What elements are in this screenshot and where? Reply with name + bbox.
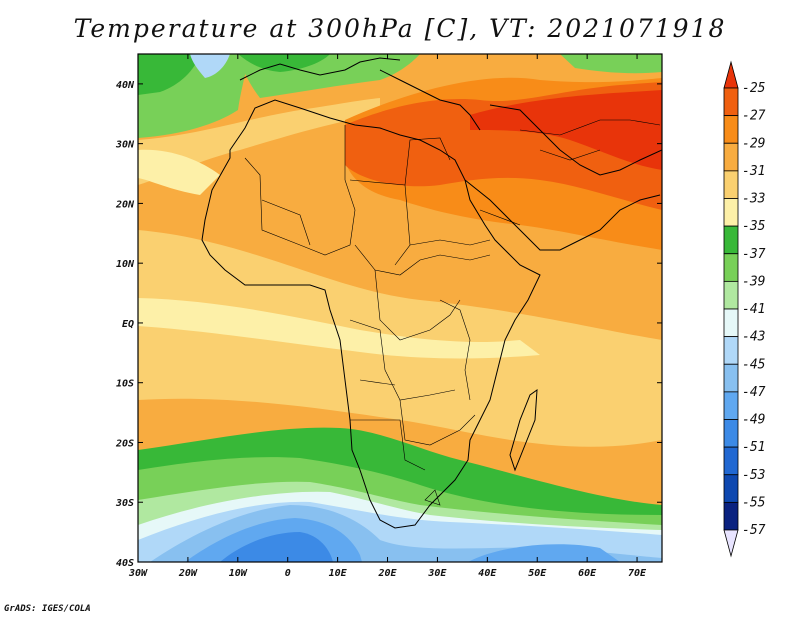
colorbar-segment xyxy=(723,170,739,199)
map-frame xyxy=(137,53,663,563)
colorbar-label: -49 xyxy=(742,413,765,428)
lon-tick-label: 40E xyxy=(478,568,497,579)
lon-tick-label: 30E xyxy=(427,568,447,579)
colorbar: -25 -27 -29 -31 -33 -35 -37 -39 -41 -43 -45 -47 -49 -… xyxy=(723,60,766,558)
colorbar-segment xyxy=(723,501,739,531)
colorbar-label: -29 xyxy=(742,136,765,151)
colorbar-label: -35 xyxy=(742,219,766,234)
lon-tick-label: 20W xyxy=(178,568,198,579)
colorbar-label: -47 xyxy=(742,385,766,400)
colorbar-label: -39 xyxy=(742,274,765,289)
lon-tick-label: 70E xyxy=(628,568,647,579)
coastlines xyxy=(201,57,662,529)
colorbar-segment xyxy=(723,474,739,503)
colorbar-segment xyxy=(723,308,739,338)
colorbar-label: -55 xyxy=(742,495,766,510)
lon-tick-label: 30W xyxy=(128,568,148,579)
colorbar-segment xyxy=(723,280,739,310)
colorbar-bottom-triangle xyxy=(723,529,739,558)
colorbar-segment xyxy=(723,142,739,172)
lat-tick-label: 30S xyxy=(115,498,134,509)
lat-tick-label: 10N xyxy=(116,259,135,270)
colorbar-label: -25 xyxy=(742,81,766,96)
temperature-field xyxy=(138,54,662,562)
colorbar-segment xyxy=(723,419,739,448)
colorbar-segment xyxy=(723,198,739,227)
lon-tick-label: 60E xyxy=(578,568,597,579)
colorbar-segment xyxy=(723,253,739,282)
colorbar-segment xyxy=(723,336,739,365)
colorbar-label: -57 xyxy=(742,523,766,538)
colorbar-top-triangle xyxy=(723,60,739,89)
colorbar-segment xyxy=(723,87,739,117)
country-borders xyxy=(244,119,661,506)
lat-tick-label: 20S xyxy=(115,438,134,449)
lat-tick-label: 40S xyxy=(116,558,134,569)
lat-tick-label: 30N xyxy=(115,140,135,151)
colorbar-label: -33 xyxy=(742,192,765,207)
lon-tick-label: 50E xyxy=(528,568,547,579)
colorbar-segment xyxy=(723,115,739,144)
lon-tick-label: 10E xyxy=(329,568,348,579)
lat-tick-label: 10S xyxy=(116,379,134,390)
colorbar-label: -31 xyxy=(742,164,765,179)
lon-tick-label: 20E xyxy=(377,568,397,579)
colorbar-label: -53 xyxy=(742,468,765,483)
colorbar-segment xyxy=(723,225,739,255)
colorbar-segment xyxy=(723,363,739,393)
lat-tick-label: 20N xyxy=(115,199,135,210)
lon-tick-label: 0 xyxy=(285,568,291,579)
colorbar-segment xyxy=(723,391,739,420)
lon-tick-label: 10W xyxy=(229,568,248,579)
lat-tick-label: EQ xyxy=(122,319,134,330)
credit-text: GrADS: IGES/COLA xyxy=(4,604,91,614)
map-title: Temperature at 300hPa [C], VT: 202107191… xyxy=(73,14,727,43)
colorbar-segment xyxy=(723,446,739,476)
colorbar-label: -43 xyxy=(742,330,765,345)
colorbar-label: -27 xyxy=(742,109,766,124)
colorbar-label: -37 xyxy=(742,247,766,262)
colorbar-label: -45 xyxy=(742,357,766,372)
lat-tick-label: 40N xyxy=(116,80,135,91)
colorbar-label: -41 xyxy=(742,302,765,317)
colorbar-label: -51 xyxy=(742,440,765,455)
